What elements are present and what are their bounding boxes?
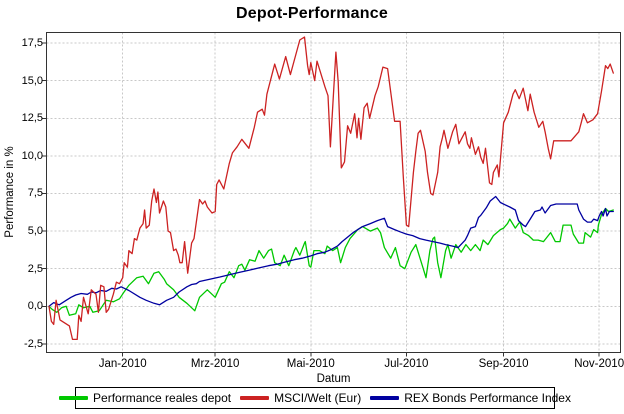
y-tick-label: -2,5 xyxy=(24,337,43,350)
y-tick-label: 12,5 xyxy=(21,112,43,125)
chart-title: Depot-Performance xyxy=(236,5,388,22)
legend-item-rex-bonds: REX Bonds Performance Index xyxy=(370,391,571,405)
y-tick-label: 0,0 xyxy=(27,300,43,313)
legend-label: Performance reales depot xyxy=(93,391,232,405)
y-tick-label: 10,0 xyxy=(21,149,43,162)
legend-swatch-red xyxy=(240,396,270,400)
y-axis-title: Performance in % xyxy=(4,146,16,238)
x-tick-label: Nov-2010 xyxy=(574,358,624,370)
legend-box: Performance reales depot MSCI/Welt (Eur)… xyxy=(59,387,571,409)
series-line-performance-reales-depot xyxy=(48,207,614,316)
y-tick-label: 17,5 xyxy=(21,37,43,50)
x-tick-label: Jul-2010 xyxy=(384,358,429,370)
legend-swatch-blue xyxy=(370,396,400,400)
y-tick-label: 15,0 xyxy=(21,74,43,87)
legend-label: MSCI/Welt (Eur) xyxy=(274,391,362,405)
y-tick-label: 5,0 xyxy=(27,225,43,238)
x-axis-title: Datum xyxy=(316,373,351,385)
series-line-rex-bonds-performance-index xyxy=(48,195,614,307)
x-tick-label: Sep-2010 xyxy=(478,358,529,370)
x-tick-label: Jan-2010 xyxy=(98,358,147,370)
x-tick-label: Mai-2010 xyxy=(286,358,335,370)
legend-swatch-green xyxy=(59,396,89,400)
y-tick-label: 7,5 xyxy=(27,187,43,200)
series-line-msci-welt-eur- xyxy=(48,36,614,341)
plot-border xyxy=(46,32,621,353)
x-tick-label: Mrz-2010 xyxy=(190,358,240,370)
legend-item-reales-depot: Performance reales depot xyxy=(59,391,231,405)
legend-item-msci-welt: MSCI/Welt (Eur) xyxy=(240,391,361,405)
legend-label: REX Bonds Performance Index xyxy=(404,391,571,405)
y-tick-label: 2,5 xyxy=(27,262,43,275)
